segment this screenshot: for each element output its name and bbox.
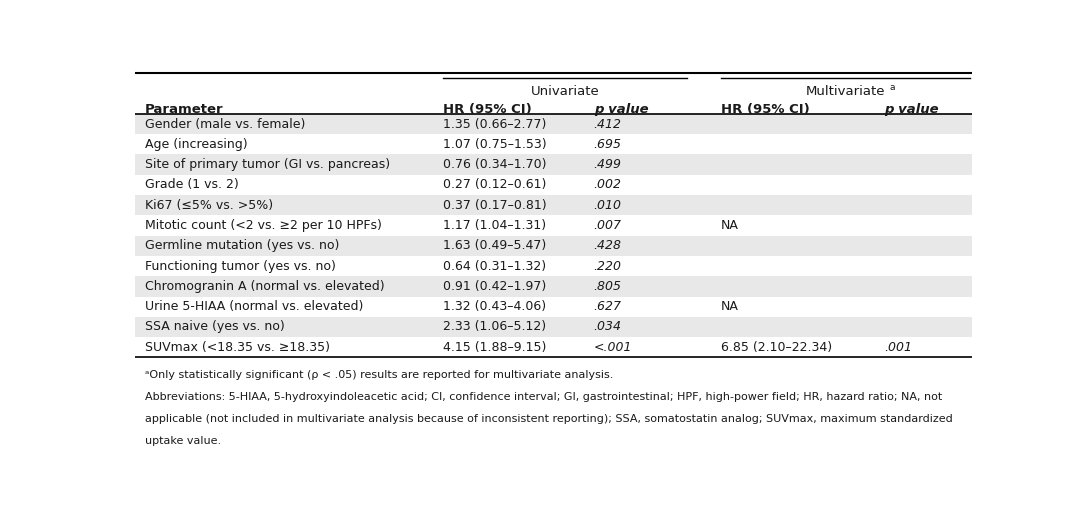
Text: Chromogranin A (normal vs. elevated): Chromogranin A (normal vs. elevated): [145, 280, 384, 293]
Text: NA: NA: [721, 300, 739, 313]
Text: .805: .805: [594, 280, 622, 293]
Text: 0.76 (0.34–1.70): 0.76 (0.34–1.70): [443, 158, 546, 171]
Text: .428: .428: [594, 239, 622, 252]
Text: 2.33 (1.06–5.12): 2.33 (1.06–5.12): [443, 320, 546, 333]
Text: 0.37 (0.17–0.81): 0.37 (0.17–0.81): [443, 199, 546, 212]
Text: Age (increasing): Age (increasing): [145, 138, 247, 151]
Bar: [135, 154, 972, 175]
Text: Urine 5-HIAA (normal vs. elevated): Urine 5-HIAA (normal vs. elevated): [145, 300, 363, 313]
Text: ᵃOnly statistically significant (ρ < .05) results are reported for multivariate : ᵃOnly statistically significant (ρ < .05…: [145, 370, 613, 380]
Bar: [135, 114, 972, 134]
Bar: [135, 317, 972, 337]
Text: HR (95% CI): HR (95% CI): [443, 103, 531, 116]
Text: 1.35 (0.66–2.77): 1.35 (0.66–2.77): [443, 118, 546, 131]
Text: p value: p value: [885, 103, 939, 116]
Text: 1.17 (1.04–1.31): 1.17 (1.04–1.31): [443, 219, 546, 232]
Text: .220: .220: [594, 259, 622, 272]
Text: 6.85 (2.10–22.34): 6.85 (2.10–22.34): [721, 341, 832, 354]
Text: Parameter: Parameter: [145, 103, 224, 116]
Text: .627: .627: [594, 300, 622, 313]
Text: .010: .010: [594, 199, 622, 212]
Text: 1.32 (0.43–4.06): 1.32 (0.43–4.06): [443, 300, 546, 313]
Text: SSA naive (yes vs. no): SSA naive (yes vs. no): [145, 320, 285, 333]
Text: .499: .499: [594, 158, 622, 171]
Text: Mitotic count (<2 vs. ≥2 per 10 HPFs): Mitotic count (<2 vs. ≥2 per 10 HPFs): [145, 219, 382, 232]
Text: applicable (not included in multivariate analysis because of inconsistent report: applicable (not included in multivariate…: [145, 414, 953, 424]
Text: 4.15 (1.88–9.15): 4.15 (1.88–9.15): [443, 341, 546, 354]
Text: .412: .412: [594, 118, 622, 131]
Text: .007: .007: [594, 219, 622, 232]
Text: uptake value.: uptake value.: [145, 437, 221, 446]
Text: 0.64 (0.31–1.32): 0.64 (0.31–1.32): [443, 259, 546, 272]
Text: SUVmax (<18.35 vs. ≥18.35): SUVmax (<18.35 vs. ≥18.35): [145, 341, 330, 354]
Text: Gender (male vs. female): Gender (male vs. female): [145, 118, 306, 131]
Text: .002: .002: [594, 178, 622, 191]
Text: Ki67 (≤5% vs. >5%): Ki67 (≤5% vs. >5%): [145, 199, 273, 212]
Text: Site of primary tumor (GI vs. pancreas): Site of primary tumor (GI vs. pancreas): [145, 158, 390, 171]
Text: a: a: [889, 83, 894, 92]
Text: 1.07 (0.75–1.53): 1.07 (0.75–1.53): [443, 138, 546, 151]
Text: Multivariate: Multivariate: [806, 84, 886, 97]
Text: .034: .034: [594, 320, 622, 333]
Text: HR (95% CI): HR (95% CI): [721, 103, 810, 116]
Text: Functioning tumor (yes vs. no): Functioning tumor (yes vs. no): [145, 259, 336, 272]
Text: .695: .695: [594, 138, 622, 151]
Text: NA: NA: [721, 219, 739, 232]
Text: Abbreviations: 5-HIAA, 5-hydroxyindoleacetic acid; CI, confidence interval; GI, : Abbreviations: 5-HIAA, 5-hydroxyindoleac…: [145, 392, 942, 402]
Text: 0.27 (0.12–0.61): 0.27 (0.12–0.61): [443, 178, 546, 191]
Bar: [135, 235, 972, 256]
Text: Univariate: Univariate: [531, 84, 599, 97]
Text: Germline mutation (yes vs. no): Germline mutation (yes vs. no): [145, 239, 339, 252]
Text: p value: p value: [594, 103, 648, 116]
Text: <.001: <.001: [594, 341, 632, 354]
Text: Grade (1 vs. 2): Grade (1 vs. 2): [145, 178, 239, 191]
Bar: [135, 195, 972, 215]
Text: .001: .001: [885, 341, 913, 354]
Text: 1.63 (0.49–5.47): 1.63 (0.49–5.47): [443, 239, 546, 252]
Bar: [135, 276, 972, 296]
Text: 0.91 (0.42–1.97): 0.91 (0.42–1.97): [443, 280, 546, 293]
